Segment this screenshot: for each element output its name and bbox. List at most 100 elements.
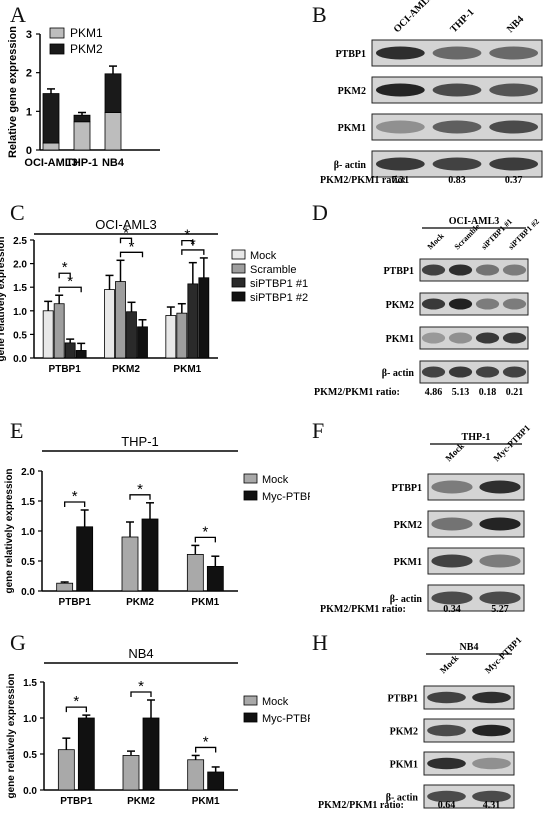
blot-band [472, 790, 511, 803]
blot-band [432, 46, 482, 60]
blot-band [431, 480, 473, 494]
significance-bracket [64, 501, 86, 507]
significance-star: * [67, 273, 73, 290]
blot-band [448, 332, 473, 344]
bar-mock-ptbp1 [57, 749, 75, 791]
ratio-value: 0.83 [448, 175, 466, 186]
blot-strip [419, 292, 529, 316]
chart-g-nb4-bar: NB4 0.0 0.5 1.0 1.5 gene relatively expressio… [6, 646, 310, 807]
bar-scramble-pkm1 [176, 312, 188, 359]
blot-band [427, 691, 466, 704]
blot-row-label: PKM1 [390, 760, 418, 771]
blot-strip [419, 326, 529, 350]
bar-siptbp1-2-pkm2 [137, 326, 148, 359]
blot-row-label: PKM1 [338, 123, 366, 134]
blot-row-label: β- actin [386, 793, 419, 804]
blot-row-label: PTBP1 [391, 483, 422, 494]
ratio-label: PKM2/PKM1 ratio: [320, 175, 406, 186]
chart-a-stacked-bar: 0 1 2 3 Relative gene expression OCI-AML3THP-… [7, 26, 160, 169]
lane-label: NB4 [505, 14, 526, 35]
bar-mock-ptbp1 [56, 582, 74, 592]
y-tick-label: 1.0 [13, 307, 27, 318]
lane-label: Mock [426, 231, 447, 252]
x-tick-label: PKM1 [192, 796, 220, 807]
blot-row-label: β- actin [334, 160, 367, 171]
lane-label: Myc-PTBP1 [491, 422, 532, 463]
chart-title: THP-1 [121, 434, 159, 449]
panel-letter-g: G [10, 630, 26, 655]
blot-band [421, 264, 446, 276]
significance-star: * [62, 259, 68, 276]
y-tick-label: 0.0 [23, 786, 37, 797]
ratio-value: 0.37 [505, 175, 523, 186]
x-tick-label: OCI-AML3 [24, 157, 77, 169]
bar-siptbp1-1-ptbp1 [64, 342, 76, 359]
legend-label: siPTBP1 #2 [250, 292, 308, 304]
bar-siptbp1-2-ptbp1 [75, 350, 87, 359]
bar-myc-ptbp1-pkm2 [142, 717, 160, 791]
legend-label: Mock [262, 474, 289, 486]
significance-star: * [123, 224, 129, 241]
y-tick-label: 0.5 [21, 557, 35, 568]
legend-swatch [231, 291, 246, 302]
bar-scramble-pkm2 [115, 281, 126, 359]
blot-row-label: PTBP1 [335, 49, 366, 60]
bar-myc-ptbp1-ptbp1 [76, 526, 94, 592]
bar-scramble-ptbp1 [53, 303, 65, 359]
y-tick-label: 0.5 [13, 330, 27, 341]
blot-band [489, 157, 539, 171]
legend-label: Myc-PTBP1 [262, 491, 310, 503]
significance-bracket [119, 237, 133, 244]
bar-myc-ptbp1-pkm1 [207, 771, 225, 791]
blot-band [427, 724, 466, 737]
blot-band [502, 298, 527, 310]
y-tick-label: 3 [26, 29, 32, 41]
blot-band [502, 332, 527, 344]
blot-strip [419, 360, 529, 384]
bar-myc-ptbp1-ptbp1 [77, 717, 95, 791]
bar-mock-pkm1 [186, 553, 204, 592]
ratio-value: 5.13 [452, 387, 470, 398]
legend-swatch [243, 490, 258, 501]
legend-swatch [243, 695, 258, 706]
significance-bracket [181, 249, 205, 255]
blot-row-label: β- actin [390, 594, 423, 605]
significance-star: * [184, 227, 190, 244]
blot-row-label: PKM2 [338, 86, 366, 97]
bar-myc-ptbp1-pkm2 [141, 518, 159, 592]
y-tick-label: 2 [26, 68, 32, 80]
ratio-value: 0.34 [443, 604, 461, 615]
significance-star: * [137, 481, 143, 498]
y-tick-label: 1.0 [23, 714, 37, 725]
bar-pkm2-thp-1 [73, 114, 91, 123]
x-tick-label: NB4 [102, 157, 125, 169]
panel-letter-a: A [10, 2, 26, 27]
chart-title: OCI-AML3 [95, 217, 156, 232]
significance-star: * [72, 488, 78, 505]
blot-row-label: PKM1 [394, 557, 422, 568]
y-tick-label: 1.5 [21, 497, 35, 508]
significance-star: * [202, 523, 208, 540]
significance-star: * [129, 238, 135, 255]
significance-bracket [130, 691, 152, 697]
ratio-value: 0.21 [506, 387, 524, 398]
blot-band [475, 366, 500, 378]
ratio-value: 4.31 [483, 800, 501, 811]
ratio-label: PKM2/PKM1 ratio: [318, 800, 404, 811]
bar-mock-pkm2 [121, 536, 139, 592]
bar-siptbp1-2-pkm1 [198, 277, 210, 359]
bar-mock-pkm1 [165, 315, 177, 359]
significance-star: * [203, 733, 209, 750]
significance-bracket [119, 251, 144, 258]
blot-band [489, 83, 539, 97]
blot-band [472, 724, 511, 737]
legend-label: siPTBP1 #1 [250, 278, 308, 290]
significance-bracket [194, 536, 216, 543]
blot-band [375, 46, 425, 60]
blot-band [448, 366, 473, 378]
legend-label: Myc-PTBP1 [262, 713, 310, 725]
blot-band [431, 517, 473, 531]
panel-letter-f: F [312, 418, 325, 443]
blot-strip [419, 258, 529, 282]
